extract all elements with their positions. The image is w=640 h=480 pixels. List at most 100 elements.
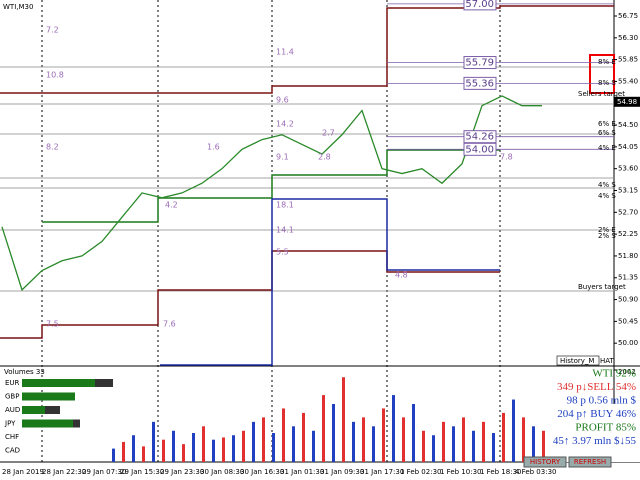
volume-bar	[542, 430, 545, 462]
current-price-box	[614, 96, 640, 107]
level-label: 54.00	[465, 144, 494, 155]
panel-button-label[interactable]: HISTORY	[530, 458, 561, 466]
level-box	[463, 0, 497, 11]
level-annotation: 8.2	[46, 143, 59, 152]
panel-button[interactable]	[523, 456, 567, 468]
target-label: 2% S	[598, 232, 616, 240]
volume-bar	[442, 421, 445, 462]
current-price-label: 54.98	[617, 98, 637, 106]
target-label: Buyers target	[578, 283, 626, 291]
history-tab[interactable]	[556, 355, 600, 366]
target-label: 4% S	[598, 192, 616, 200]
level-annotation: 5.5	[276, 248, 289, 257]
level-lines	[0, 66, 614, 292]
price-tick-label: 53.15	[618, 186, 638, 194]
time-label: 29 Jan 07:30	[82, 468, 126, 476]
volume-bar	[232, 435, 235, 462]
level-annotation: 18.1	[276, 201, 294, 210]
volume-bar	[532, 426, 535, 462]
currency-name: CHF	[5, 433, 19, 441]
level-annotation: 1.6	[207, 143, 220, 152]
price-tick-label: 54.05	[618, 143, 638, 151]
level-annotation: 9.1	[276, 153, 289, 162]
volume-bar	[292, 426, 295, 462]
panel-button[interactable]	[568, 456, 612, 468]
info-panel	[522, 404, 640, 462]
target-label: 8% S	[598, 79, 616, 87]
time-label: 31 Jan 09:30	[320, 468, 364, 476]
time-label: 28 Jan 22:30	[42, 468, 86, 476]
currency-strength	[22, 392, 75, 401]
level-box	[463, 142, 497, 156]
price-tick-label: 56.75	[618, 12, 638, 20]
volume-bar	[252, 421, 255, 462]
target-label: 4% S	[598, 181, 616, 189]
currency-weakness	[45, 406, 60, 414]
level-annotation: 2.7	[322, 129, 335, 138]
level-annotation: 7.6	[163, 320, 176, 329]
volume-bar	[362, 417, 365, 462]
volume-bar	[422, 430, 425, 462]
volume-bar	[242, 430, 245, 462]
target-label: 4% E	[598, 144, 616, 152]
volume-bar	[262, 417, 265, 462]
price-tick-label: 50.90	[618, 296, 638, 304]
info-line: PROFIT 85%	[575, 422, 636, 434]
level-annotation: 4.2	[165, 201, 178, 210]
volume-bar	[282, 408, 285, 462]
level-annotation: 10.8	[46, 71, 64, 80]
volume-bar	[312, 430, 315, 462]
volume-bar	[192, 432, 195, 462]
volume-bar	[142, 446, 145, 462]
volume-bar	[492, 432, 495, 462]
level-annotation: 14.2	[276, 120, 294, 129]
step-lines	[0, 5, 614, 366]
volume-bar	[342, 377, 345, 462]
volume-bar	[472, 430, 475, 462]
info-line: WTI 92%	[592, 368, 636, 380]
volume-bar	[152, 421, 155, 462]
currency-name: GBP	[5, 393, 19, 401]
level-label: 57.00	[465, 0, 494, 10]
volume-bar	[172, 430, 175, 462]
info-line: 204 p↑ BUY 46%	[557, 408, 636, 420]
volume-bar	[402, 417, 405, 462]
volume-bar	[122, 441, 125, 462]
level-label: 55.79	[465, 58, 494, 69]
volume-bar	[182, 444, 185, 462]
volume-bar	[272, 432, 275, 462]
price-tick-label: 53.60	[618, 165, 638, 173]
time-label: 29 Jan 23:30	[160, 468, 204, 476]
volume-bar	[322, 395, 325, 462]
level-annotation: 14.1	[276, 226, 294, 235]
price-tick-label: 52.70	[618, 208, 638, 216]
volume-bar	[392, 395, 395, 462]
history-tab-label[interactable]: History_M	[560, 357, 594, 365]
price-tick-label: 56.30	[618, 34, 638, 42]
time-label: 28 Jan 2019	[2, 468, 44, 476]
price-tick-label: 55.85	[618, 56, 638, 64]
volume-bar	[132, 435, 135, 462]
info-line: 98 p 0.56 mln $	[567, 395, 637, 407]
price-tick-label: 50.00	[618, 339, 638, 347]
volume-bar	[302, 412, 305, 462]
volume-bar	[482, 421, 485, 462]
price-tick-label: 50.45	[618, 317, 638, 325]
currency-name: EUR	[5, 379, 20, 387]
symbol: WTI,M30	[3, 3, 33, 11]
target-label: 6% S	[598, 129, 616, 137]
time-label: 31 Jan 01:30	[280, 468, 324, 476]
level-annotation: 11.4	[276, 48, 294, 57]
volume-max-label: 2062	[618, 368, 636, 376]
price-tick-label: 51.80	[618, 252, 638, 260]
time-label: 1 Feb 02:30	[400, 468, 441, 476]
time-label: 31 Jan 17:30	[360, 468, 404, 476]
level-label: 54.26	[465, 132, 494, 143]
volume-bar	[512, 399, 515, 462]
level-box	[463, 130, 497, 144]
currency-strength	[22, 379, 95, 387]
panel-button-label[interactable]: REFRESH	[574, 458, 606, 466]
currency-name: AUD	[5, 406, 20, 414]
volume-bar	[212, 439, 215, 462]
